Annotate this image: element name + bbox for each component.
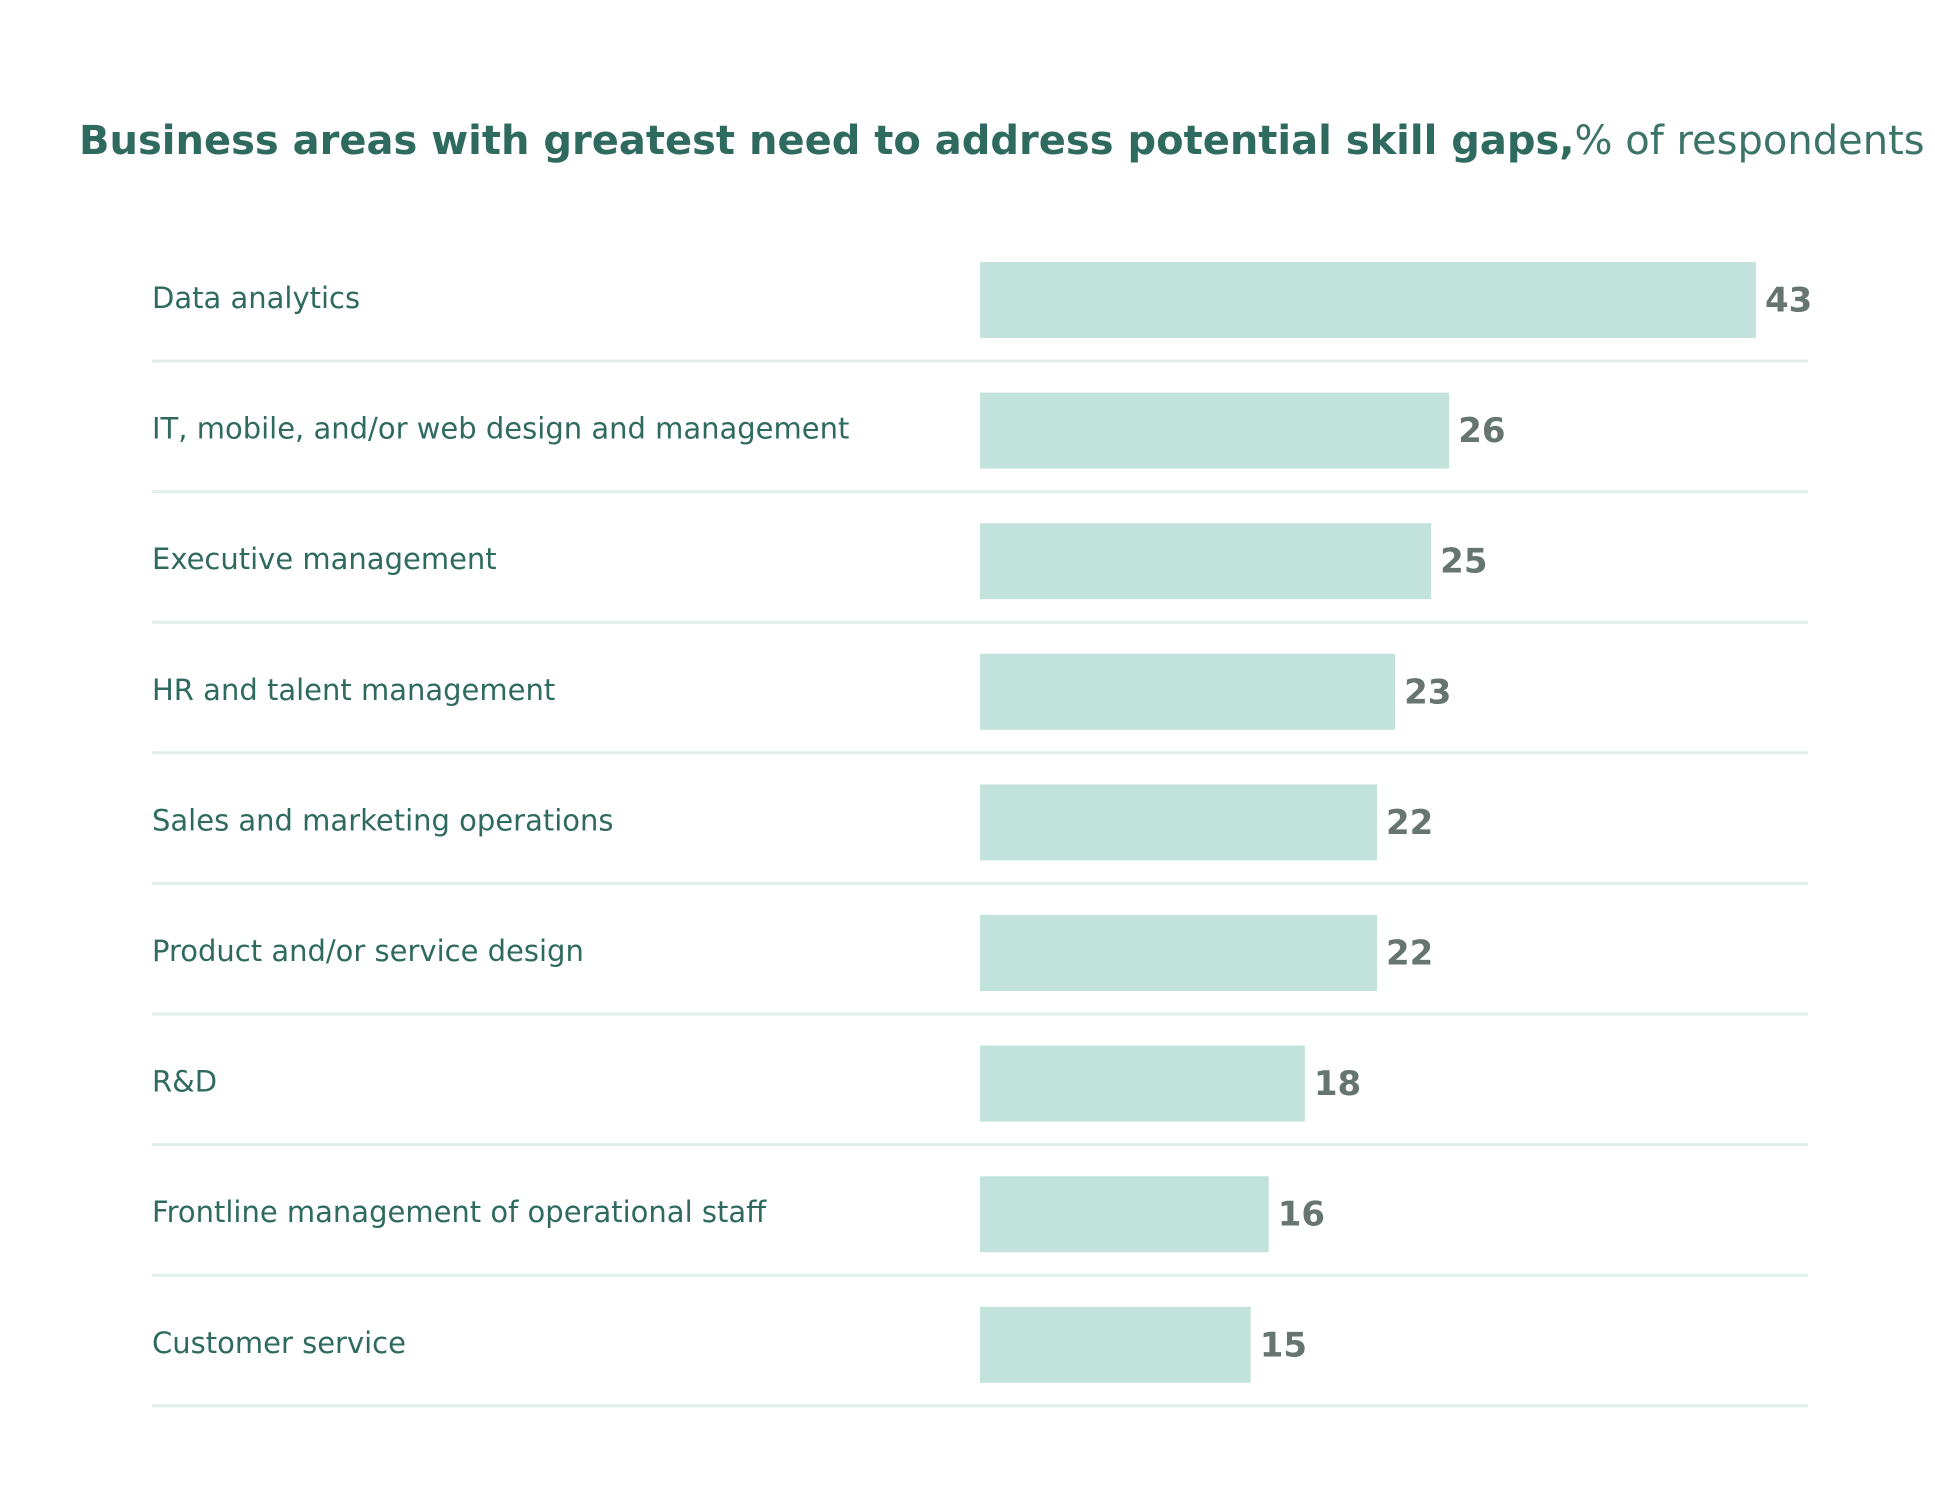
chart-title-main: Business areas with greatest need to add… <box>79 118 1575 164</box>
value-label: 16 <box>1278 1195 1325 1235</box>
category-label: HR and talent management <box>152 673 555 707</box>
category-label: Sales and marketing operations <box>152 803 614 837</box>
chart-subtitle: % of respondents <box>1574 118 1925 164</box>
bar <box>980 1176 1269 1253</box>
value-label: 43 <box>1765 281 1812 321</box>
value-label: 22 <box>1386 803 1433 843</box>
category-label: Customer service <box>152 1326 406 1360</box>
bar <box>980 784 1378 861</box>
value-label: 23 <box>1404 672 1451 712</box>
category-label: IT, mobile, and/or web design and manage… <box>152 412 849 446</box>
category-label: Product and/or service design <box>152 934 584 968</box>
category-label: Frontline management of operational staf… <box>152 1195 767 1229</box>
bar <box>980 915 1378 991</box>
bar <box>980 392 1450 469</box>
value-label: 18 <box>1314 1064 1361 1104</box>
value-label: 26 <box>1458 411 1505 451</box>
value-label: 22 <box>1386 934 1433 974</box>
bar <box>980 262 1756 338</box>
bar <box>980 653 1396 730</box>
category-label: R&D <box>152 1065 217 1099</box>
category-label: Data analytics <box>152 281 360 315</box>
bar <box>980 523 1432 600</box>
bar <box>980 1045 1305 1122</box>
bar <box>980 1306 1251 1383</box>
chart-title: Business areas with greatest need to add… <box>79 118 1925 164</box>
value-label: 15 <box>1260 1325 1307 1365</box>
category-label: Executive management <box>152 542 497 576</box>
value-label: 25 <box>1440 542 1487 582</box>
